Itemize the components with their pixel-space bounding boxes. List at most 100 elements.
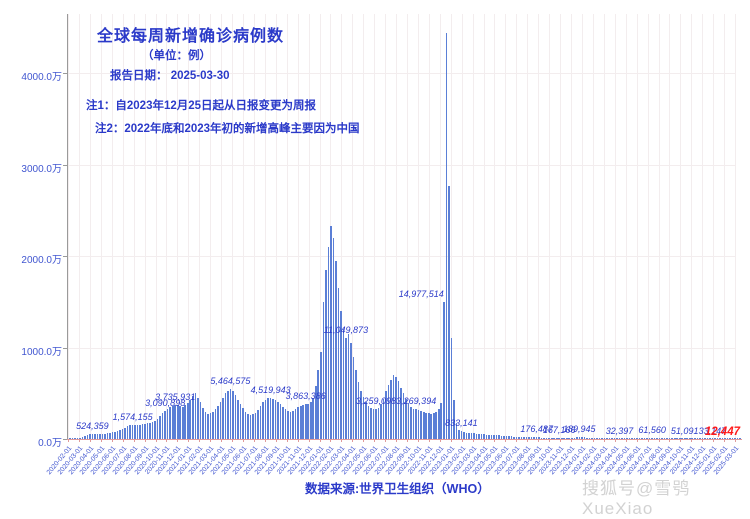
bar xyxy=(455,422,458,439)
grid-line-vertical xyxy=(713,14,715,439)
grid-line-vertical xyxy=(680,14,682,439)
bar xyxy=(415,409,417,439)
grid-line-vertical xyxy=(188,14,190,439)
bar xyxy=(272,398,274,439)
bar xyxy=(550,437,553,439)
x-axis-tick xyxy=(100,439,102,442)
bar xyxy=(101,434,104,439)
bar xyxy=(222,397,224,439)
bar xyxy=(169,407,171,439)
x-axis-tick xyxy=(647,439,649,442)
bar xyxy=(405,398,407,439)
bar xyxy=(427,413,430,439)
bar xyxy=(671,438,673,439)
bar xyxy=(470,433,473,439)
x-axis-tick xyxy=(472,439,474,442)
bar xyxy=(706,438,709,439)
y-tick-label: 0.0万 xyxy=(38,438,62,449)
x-axis-tick xyxy=(275,439,277,442)
bar xyxy=(420,410,422,439)
grid-line-vertical xyxy=(210,14,212,439)
bar xyxy=(515,436,518,439)
chart-title: 全球每周新增确诊病例数 xyxy=(97,28,285,45)
bar xyxy=(335,260,337,439)
grid-line-vertical xyxy=(68,14,69,439)
bar xyxy=(633,438,636,439)
x-axis-tick xyxy=(538,439,540,442)
grid-line-vertical xyxy=(352,14,354,439)
bar xyxy=(199,402,202,439)
bar xyxy=(337,288,340,439)
x-axis-tick xyxy=(308,439,310,442)
bar xyxy=(540,437,543,439)
bar xyxy=(563,437,566,439)
grid-line-vertical xyxy=(702,14,704,439)
bar xyxy=(69,438,71,439)
grid-line-vertical xyxy=(450,14,452,439)
bar xyxy=(227,390,229,439)
bar xyxy=(377,407,380,439)
data-label: 3,269,394 xyxy=(396,396,437,407)
note-2: 注2：2022年底和2023年初的新增高峰主要因为中国 xyxy=(95,123,360,135)
bar xyxy=(453,399,455,439)
bar xyxy=(435,411,438,440)
x-axis-tick xyxy=(210,439,212,442)
grid-line-vertical xyxy=(264,14,266,439)
bar xyxy=(543,437,545,439)
bar xyxy=(463,432,465,439)
grid-line-vertical xyxy=(571,14,572,439)
x-axis-tick xyxy=(188,439,190,442)
bar xyxy=(219,402,222,439)
bar xyxy=(719,438,721,439)
bar xyxy=(711,438,714,439)
bar xyxy=(81,437,84,439)
grid-line-vertical xyxy=(144,14,146,439)
bar xyxy=(648,438,651,439)
bar xyxy=(86,435,89,439)
bar xyxy=(586,437,588,439)
data-label: 3,863,386 xyxy=(285,390,326,401)
data-label: 33,147 xyxy=(698,425,727,436)
bar xyxy=(320,352,322,439)
bar xyxy=(739,438,741,439)
y-axis-tick xyxy=(63,164,67,166)
x-axis-line xyxy=(67,439,742,440)
grid-line-vertical xyxy=(647,14,649,439)
bar xyxy=(144,423,146,439)
data-label: 51,091 xyxy=(670,425,699,436)
bar xyxy=(513,436,515,439)
bar xyxy=(628,438,631,439)
data-label: 3,735,931 xyxy=(155,391,196,402)
bar xyxy=(242,407,244,439)
data-label: 176,487 xyxy=(520,424,553,435)
bar xyxy=(76,438,79,439)
bar xyxy=(704,438,706,439)
bar xyxy=(485,434,488,439)
bar xyxy=(523,437,525,439)
bar xyxy=(400,387,402,439)
bar xyxy=(656,438,658,439)
bar xyxy=(483,434,485,439)
bar xyxy=(598,438,601,439)
bar xyxy=(171,406,174,439)
report-date-label: 报告日期： xyxy=(110,70,168,82)
bar xyxy=(309,402,312,439)
bar xyxy=(681,438,684,439)
bar xyxy=(282,407,284,439)
bar xyxy=(252,414,254,439)
bar xyxy=(410,407,412,439)
bar xyxy=(146,423,149,439)
data-label: 12,447 xyxy=(704,425,740,438)
bar xyxy=(448,185,450,439)
bar xyxy=(661,438,663,439)
x-axis-tick xyxy=(221,439,223,442)
x-axis-tick xyxy=(68,439,69,442)
bar xyxy=(375,409,377,439)
bar xyxy=(176,405,179,439)
grid-line-vertical xyxy=(166,14,168,439)
grid-line-vertical xyxy=(385,14,387,439)
x-axis-tick xyxy=(428,439,430,442)
bar xyxy=(533,437,535,439)
bar xyxy=(641,438,643,439)
bar xyxy=(277,401,279,439)
